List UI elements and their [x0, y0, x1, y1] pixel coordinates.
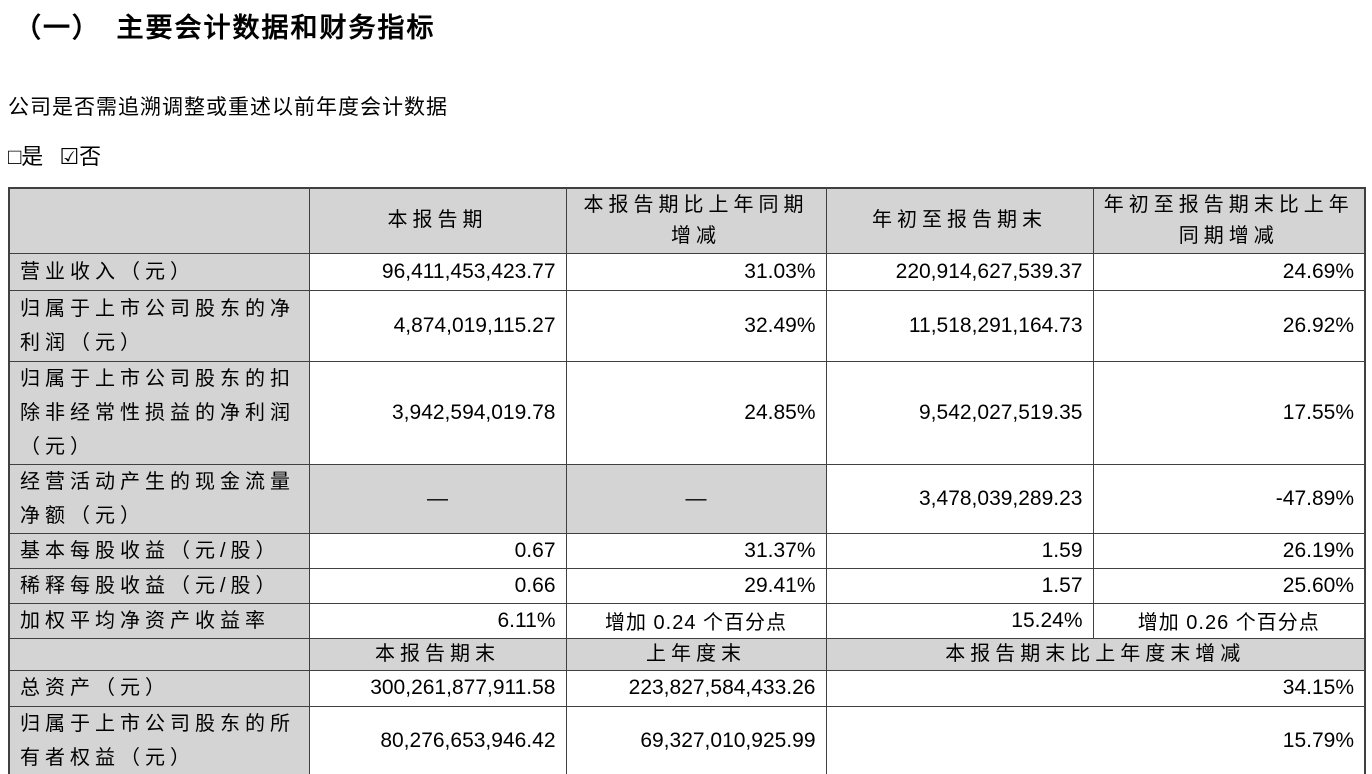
table-row-weighted-avg-roe: 加权平均净资产收益率 6.11% 增加 0.24 个百分点 15.24% 增加 …	[8, 602, 1366, 639]
header-cell-blank	[8, 187, 310, 254]
row-label: 营业收入（元）	[8, 252, 310, 291]
table-header-row-2: 本报告期末 上年度末 本报告期末比上年度末增减	[8, 637, 1366, 671]
cell-ytd-yoy: 增加 0.26 个百分点	[1092, 602, 1366, 639]
header-cell-ytd-yoy: 年初至报告期末比上年同期增减	[1092, 187, 1366, 254]
cell-current: 4,874,019,115.27	[308, 289, 567, 362]
header-cell-ytd: 年初至报告期末	[825, 187, 1094, 254]
row-label: 基本每股收益（元/股）	[8, 532, 310, 569]
row-label: 归属于上市公司股东的扣除非经常性损益的净利润（元）	[8, 360, 310, 465]
checkbox-yes-label: 是	[21, 144, 44, 169]
header-cell-current-period-yoy: 本报告期比上年同期增减	[565, 187, 827, 254]
row-label: 总资产（元）	[8, 669, 310, 707]
cell-current: 96,411,453,423.77	[308, 252, 567, 291]
cell-ytd: 9,542,027,519.35	[825, 360, 1094, 465]
checkbox-no: ☑否	[59, 144, 101, 169]
checkbox-no-label: 否	[79, 144, 102, 169]
cell-period-end: 80,276,653,946.42	[308, 705, 567, 774]
table-row-owners-equity: 归属于上市公司股东的所有者权益（元） 80,276,653,946.42 69,…	[8, 705, 1366, 774]
cell-ytd-yoy: 17.55%	[1092, 360, 1366, 465]
checkbox-yes: □是	[8, 144, 43, 169]
table-header-row-1: 本报告期 本报告期比上年同期增减 年初至报告期末 年初至报告期末比上年同期增减	[8, 187, 1366, 254]
cell-current-dash: —	[308, 463, 567, 534]
cell-current-yoy: 31.03%	[565, 252, 827, 291]
restatement-question: 公司是否需追溯调整或重述以前年度会计数据	[8, 96, 448, 119]
cell-ytd: 1.59	[825, 532, 1094, 569]
cell-current-yoy: 32.49%	[565, 289, 827, 362]
cell-ytd-yoy: -47.89%	[1092, 463, 1366, 534]
cell-current: 0.67	[308, 532, 567, 569]
cell-current: 0.66	[308, 567, 567, 604]
checkbox-unchecked-icon: □	[8, 144, 22, 169]
row-label: 归属于上市公司股东的所有者权益（元）	[8, 705, 310, 774]
financial-indicators-table: 本报告期 本报告期比上年同期增减 年初至报告期末 年初至报告期末比上年同期增减 …	[8, 187, 1366, 774]
cell-ytd-yoy: 25.60%	[1092, 567, 1366, 604]
cell-prev-year-end: 223,827,584,433.26	[565, 669, 827, 707]
table-row-diluted-eps: 稀释每股收益（元/股） 0.66 29.41% 1.57 25.60%	[8, 567, 1366, 604]
cell-ytd: 11,518,291,164.73	[825, 289, 1094, 362]
header-cell-blank	[8, 637, 310, 671]
cell-current: 6.11%	[308, 602, 567, 639]
cell-prev-year-end: 69,327,010,925.99	[565, 705, 827, 774]
cell-current-yoy-dash: —	[565, 463, 827, 534]
header-cell-period-end: 本报告期末	[308, 637, 567, 671]
cell-ytd-yoy: 24.69%	[1092, 252, 1366, 291]
cell-ytd: 15.24%	[825, 602, 1094, 639]
cell-ytd-yoy: 26.19%	[1092, 532, 1366, 569]
cell-ytd: 1.57	[825, 567, 1094, 604]
row-label: 加权平均净资产收益率	[8, 602, 310, 639]
table-row-revenue: 营业收入（元） 96,411,453,423.77 31.03% 220,914…	[8, 252, 1366, 291]
table-row-operating-cash-flow: 经营活动产生的现金流量净额（元） — — 3,478,039,289.23 -4…	[8, 463, 1366, 534]
row-label: 经营活动产生的现金流量净额（元）	[8, 463, 310, 534]
cell-current-yoy: 24.85%	[565, 360, 827, 465]
header-cell-prev-year-end: 上年度末	[565, 637, 827, 671]
table-row-total-assets: 总资产（元） 300,261,877,911.58 223,827,584,43…	[8, 669, 1366, 707]
section-title: （一） 主要会计数据和财务指标	[14, 13, 436, 43]
cell-current-yoy: 29.41%	[565, 567, 827, 604]
row-label: 归属于上市公司股东的净利润（元）	[8, 289, 310, 362]
cell-change: 34.15%	[825, 669, 1366, 707]
cell-current-yoy: 增加 0.24 个百分点	[565, 602, 827, 639]
restatement-answer: □是 ☑否	[8, 142, 1372, 172]
cell-ytd: 3,478,039,289.23	[825, 463, 1094, 534]
header-cell-period-end-change: 本报告期末比上年度末增减	[825, 637, 1366, 671]
cell-ytd-yoy: 26.92%	[1092, 289, 1366, 362]
cell-current-yoy: 31.37%	[565, 532, 827, 569]
table-row-net-profit-deducted: 归属于上市公司股东的扣除非经常性损益的净利润（元） 3,942,594,019.…	[8, 360, 1366, 465]
cell-period-end: 300,261,877,911.58	[308, 669, 567, 707]
cell-current: 3,942,594,019.78	[308, 360, 567, 465]
table-row-net-profit: 归属于上市公司股东的净利润（元） 4,874,019,115.27 32.49%…	[8, 289, 1366, 362]
cell-ytd: 220,914,627,539.37	[825, 252, 1094, 291]
checkbox-checked-icon: ☑	[59, 144, 80, 169]
cell-change: 15.79%	[825, 705, 1366, 774]
row-label: 稀释每股收益（元/股）	[8, 567, 310, 604]
table-row-basic-eps: 基本每股收益（元/股） 0.67 31.37% 1.59 26.19%	[8, 532, 1366, 569]
header-cell-current-period: 本报告期	[308, 187, 567, 254]
